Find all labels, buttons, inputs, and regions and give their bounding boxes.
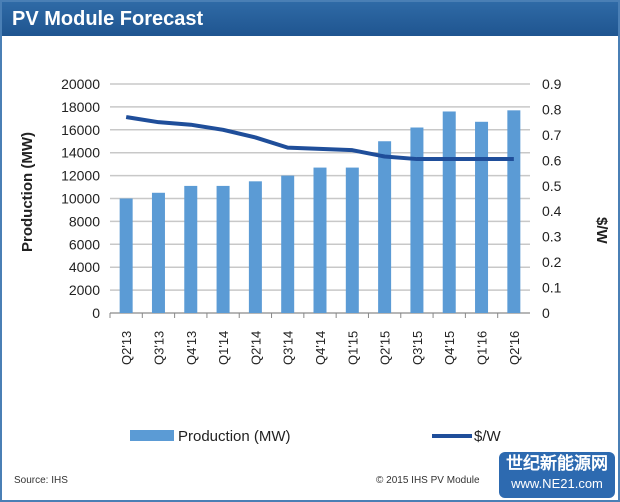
chart-title: PV Module Forecast — [2, 2, 618, 36]
y2-tick-label: 0.6 — [542, 152, 562, 168]
y2-tick-label: 0.7 — [542, 127, 562, 143]
legend-line-label: $/W — [474, 428, 502, 445]
x-tick-label: Q2'16 — [507, 331, 522, 365]
bar — [475, 121, 489, 313]
bar — [313, 167, 327, 313]
y2-tick-label: 0.9 — [542, 76, 562, 92]
legend-bar-label: Production (MW) — [178, 428, 291, 445]
x-tick-label: Q2'14 — [248, 331, 263, 365]
bar — [184, 185, 198, 313]
y2-tick-label: 0.5 — [542, 178, 562, 194]
y-tick-label: 18000 — [61, 99, 100, 115]
x-tick-label: Q3'14 — [281, 331, 296, 365]
y-tick-label: 20000 — [61, 76, 100, 92]
y2-tick-label: 0.2 — [542, 254, 562, 270]
bar — [410, 127, 424, 313]
y-tick-label: 16000 — [61, 122, 100, 138]
y-axis-label: Production (MW) — [19, 132, 36, 252]
y-tick-label: 10000 — [61, 191, 100, 207]
bar — [378, 141, 392, 313]
x-tick-label: Q2'13 — [119, 331, 134, 365]
y2-tick-label: 0.1 — [542, 280, 562, 296]
y-tick-label: 14000 — [61, 145, 100, 161]
copyright-note: © 2015 IHS PV Module — [376, 475, 480, 486]
y2-tick-label: 0.4 — [542, 203, 562, 219]
y-tick-label: 8000 — [69, 213, 100, 229]
y-tick-label: 2000 — [69, 282, 100, 298]
bar — [151, 192, 165, 313]
x-tick-label: Q4'13 — [184, 331, 199, 365]
bar — [216, 185, 230, 313]
y2-tick-label: 0.3 — [542, 229, 562, 245]
x-tick-label: Q3'13 — [151, 331, 166, 365]
y-tick-label: 6000 — [69, 236, 100, 252]
watermark-logo: 世纪新能源网 www.NE21.com — [499, 452, 615, 498]
x-tick-label: Q1'14 — [216, 331, 231, 365]
y-tick-label: 4000 — [69, 259, 100, 275]
x-tick-label: Q4'14 — [313, 331, 328, 365]
bar — [345, 167, 359, 313]
x-tick-label: Q2'15 — [378, 331, 393, 365]
y-tick-label: 0 — [92, 305, 100, 321]
x-tick-label: Q1'16 — [475, 331, 490, 365]
source-note: Source: IHS — [14, 475, 68, 486]
bar — [119, 198, 133, 313]
price-line — [125, 115, 514, 162]
bar — [442, 111, 456, 313]
legend-bar-swatch — [130, 430, 174, 441]
y2-tick-label: 0.8 — [542, 101, 562, 117]
y2-tick-label: 0 — [542, 305, 550, 321]
bar — [248, 181, 262, 313]
x-tick-label: Q3'15 — [410, 331, 425, 365]
bar — [281, 175, 295, 313]
y2-axis-label: $/W — [593, 217, 610, 245]
x-tick-label: Q4'15 — [442, 331, 457, 365]
x-tick-label: Q1'15 — [345, 331, 360, 365]
y-tick-label: 12000 — [61, 168, 100, 184]
bar — [507, 110, 521, 314]
